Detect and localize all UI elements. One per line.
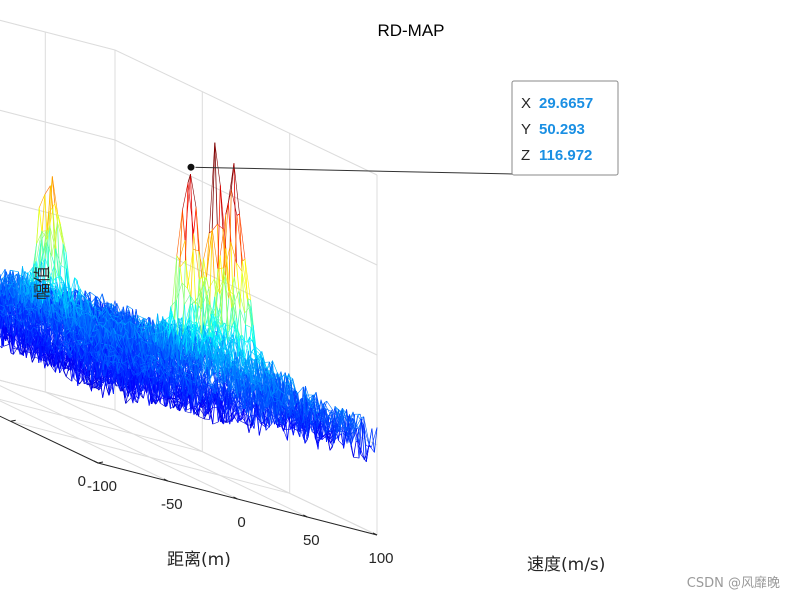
surface-edge — [126, 305, 133, 310]
surface-edge — [84, 290, 89, 296]
surface-edge — [27, 266, 34, 275]
surface-edge — [22, 279, 26, 296]
surface-edge — [27, 272, 34, 283]
surface-edge — [24, 271, 28, 275]
surface-edge — [60, 244, 64, 266]
floor-grid-line — [0, 398, 203, 453]
surface-edge — [12, 286, 16, 289]
surface-edge — [60, 265, 67, 269]
surface-edge — [52, 176, 59, 215]
surface-edge — [60, 224, 67, 253]
surface-edge — [12, 270, 19, 273]
surface-edge — [101, 311, 108, 319]
surface-edge — [0, 278, 3, 284]
surface-edge — [44, 286, 51, 295]
surface-edge — [49, 176, 53, 226]
floor-grid-line — [0, 385, 238, 500]
surface-edge — [117, 311, 121, 314]
side-wall-grid-line — [114, 139, 378, 266]
surface-edge — [4, 277, 11, 282]
surface-mesh — [0, 142, 378, 462]
surface-edge — [54, 203, 58, 223]
surface-edge — [8, 275, 12, 283]
surface-edge — [109, 305, 116, 317]
side-wall-grid-line — [114, 409, 378, 536]
surface-edge — [14, 279, 21, 295]
back-wall-grid-line — [0, 199, 116, 231]
surface-edge — [101, 307, 105, 316]
surface-edge — [57, 221, 64, 244]
axes-grid — [0, 19, 378, 536]
surface-edge — [38, 240, 42, 273]
surface-edge — [13, 276, 20, 298]
surface-edge — [65, 283, 72, 316]
chart-title: RD-MAP — [377, 21, 444, 40]
surface-edge — [52, 285, 57, 292]
surface-edge — [49, 286, 53, 290]
surface-edge — [45, 242, 50, 283]
floor-grid-line — [45, 391, 308, 518]
surface-edge — [22, 266, 29, 295]
back-wall-grid-line — [0, 19, 116, 51]
surface-edge — [137, 315, 141, 321]
surface-edge — [2, 277, 5, 279]
surface-edge — [21, 272, 28, 303]
surface-edge — [99, 293, 103, 301]
surface-edge — [59, 281, 66, 284]
back-wall-grid-line — [0, 379, 116, 411]
side-wall-grid-line — [114, 49, 378, 176]
surface-edge — [127, 314, 134, 321]
surface-edge — [17, 279, 24, 305]
surface-edge — [35, 240, 42, 280]
surface-edge — [57, 221, 61, 283]
surface-edge — [0, 298, 3, 312]
surface-edge — [19, 294, 26, 297]
surface-edge — [114, 312, 118, 315]
surface-edge — [96, 296, 103, 304]
surface-edge — [10, 274, 14, 277]
back-wall-grid-line — [0, 109, 116, 141]
floor-grid-line — [10, 420, 290, 494]
surface-edge — [105, 303, 112, 306]
surface-edge — [50, 287, 54, 293]
surface-edge — [114, 311, 121, 331]
floor-grid-line — [0, 400, 169, 482]
surface-edge — [57, 214, 64, 245]
surface-edge — [62, 243, 66, 284]
surface-edge — [137, 315, 144, 319]
surface-edge — [111, 303, 118, 313]
surface-edge — [6, 283, 13, 285]
surface-edge — [126, 305, 130, 312]
surface-edge — [89, 291, 96, 297]
